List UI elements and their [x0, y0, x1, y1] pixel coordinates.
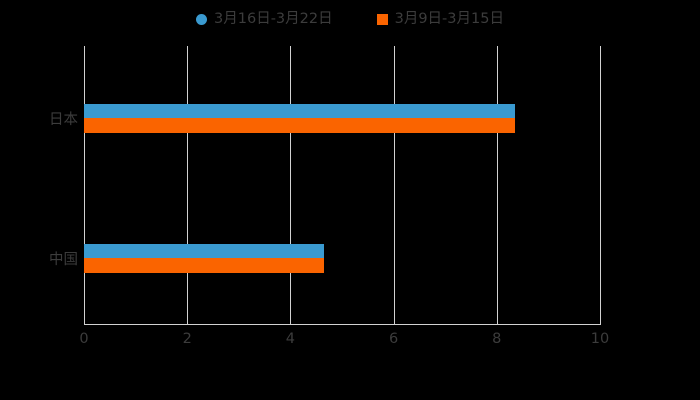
bar-series-2-china[interactable]: [84, 258, 324, 273]
legend-label-series-2: 3月9日-3月15日: [394, 11, 504, 27]
x-axis-tick-2: 2: [182, 331, 192, 347]
x-axis-tick-10: 10: [590, 331, 610, 347]
legend-item-series-2[interactable]: 3月9日-3月15日: [376, 8, 504, 30]
x-axis-line: [84, 324, 601, 325]
bar-series-1-china[interactable]: [84, 243, 324, 258]
x-axis-tick-6: 6: [388, 331, 399, 347]
gridline-x-2: [187, 46, 188, 324]
x-axis-tick-0: 0: [79, 331, 89, 347]
y-axis-label-china: 中国: [49, 252, 78, 268]
legend-label-series-1: 3月16日-3月22日: [214, 11, 333, 27]
legend-circle-marker-icon: [196, 13, 208, 25]
gridline-x-0: [84, 46, 85, 324]
gridline-x-10: [600, 46, 601, 324]
x-axis-tick-4: 4: [285, 331, 296, 347]
legend-item-series-1[interactable]: 3月16日-3月22日: [196, 8, 333, 30]
y-axis-category-labels: 日本 中国: [0, 0, 78, 400]
y-axis-label-japan: 日本: [49, 112, 78, 128]
x-axis-tick-8: 8: [492, 331, 502, 347]
gridline-x-8: [497, 46, 498, 324]
gridline-x-6: [394, 46, 395, 324]
chart-legend: 3月16日-3月22日 3月9日-3月15日: [0, 8, 700, 30]
bar-series-1-japan[interactable]: [84, 103, 515, 118]
bar-series-2-japan[interactable]: [84, 118, 515, 133]
plot-area: [84, 46, 601, 324]
x-axis-tick-labels: 0 2 4 6 8 10: [0, 331, 700, 353]
legend-square-marker-icon: [376, 13, 388, 25]
gridline-x-4: [290, 46, 291, 324]
